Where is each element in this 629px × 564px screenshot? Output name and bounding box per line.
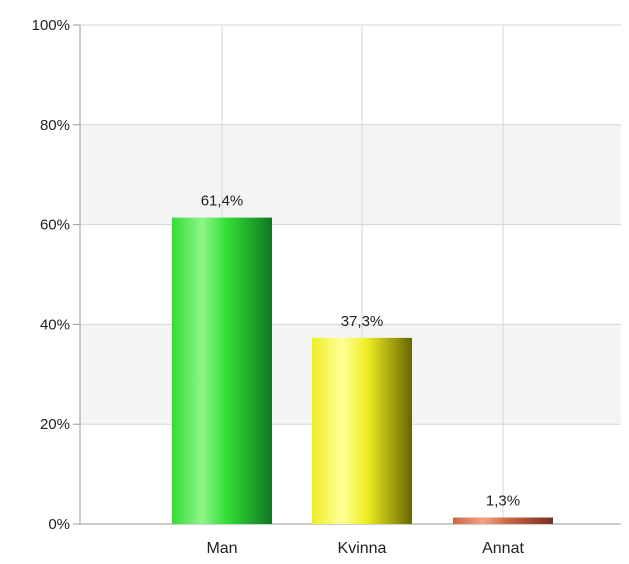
y-tick-label: 20% <box>40 416 70 433</box>
labels: 0% 20% 40% 60% 80% 100% 61,4% Man 37,3% Kvinna 1,3… <box>32 17 525 557</box>
data-label: 37,3% <box>341 313 384 330</box>
y-tick-label: 0% <box>48 516 70 533</box>
x-category-label: Annat <box>482 540 524 557</box>
x-category-label: Man <box>206 540 237 557</box>
y-tick-label: 80% <box>40 117 70 134</box>
bar-man <box>172 217 272 524</box>
data-label: 1,3% <box>486 493 520 510</box>
bar-annat <box>453 517 553 524</box>
data-label: 61,4% <box>201 193 244 210</box>
y-tick-label: 60% <box>40 217 70 234</box>
bars <box>172 217 553 524</box>
y-tick-label: 40% <box>40 316 70 333</box>
y-tick-label: 100% <box>32 17 70 34</box>
bar-kvinna <box>312 337 412 524</box>
grid-band <box>80 124 621 225</box>
x-category-label: Kvinna <box>338 540 387 557</box>
